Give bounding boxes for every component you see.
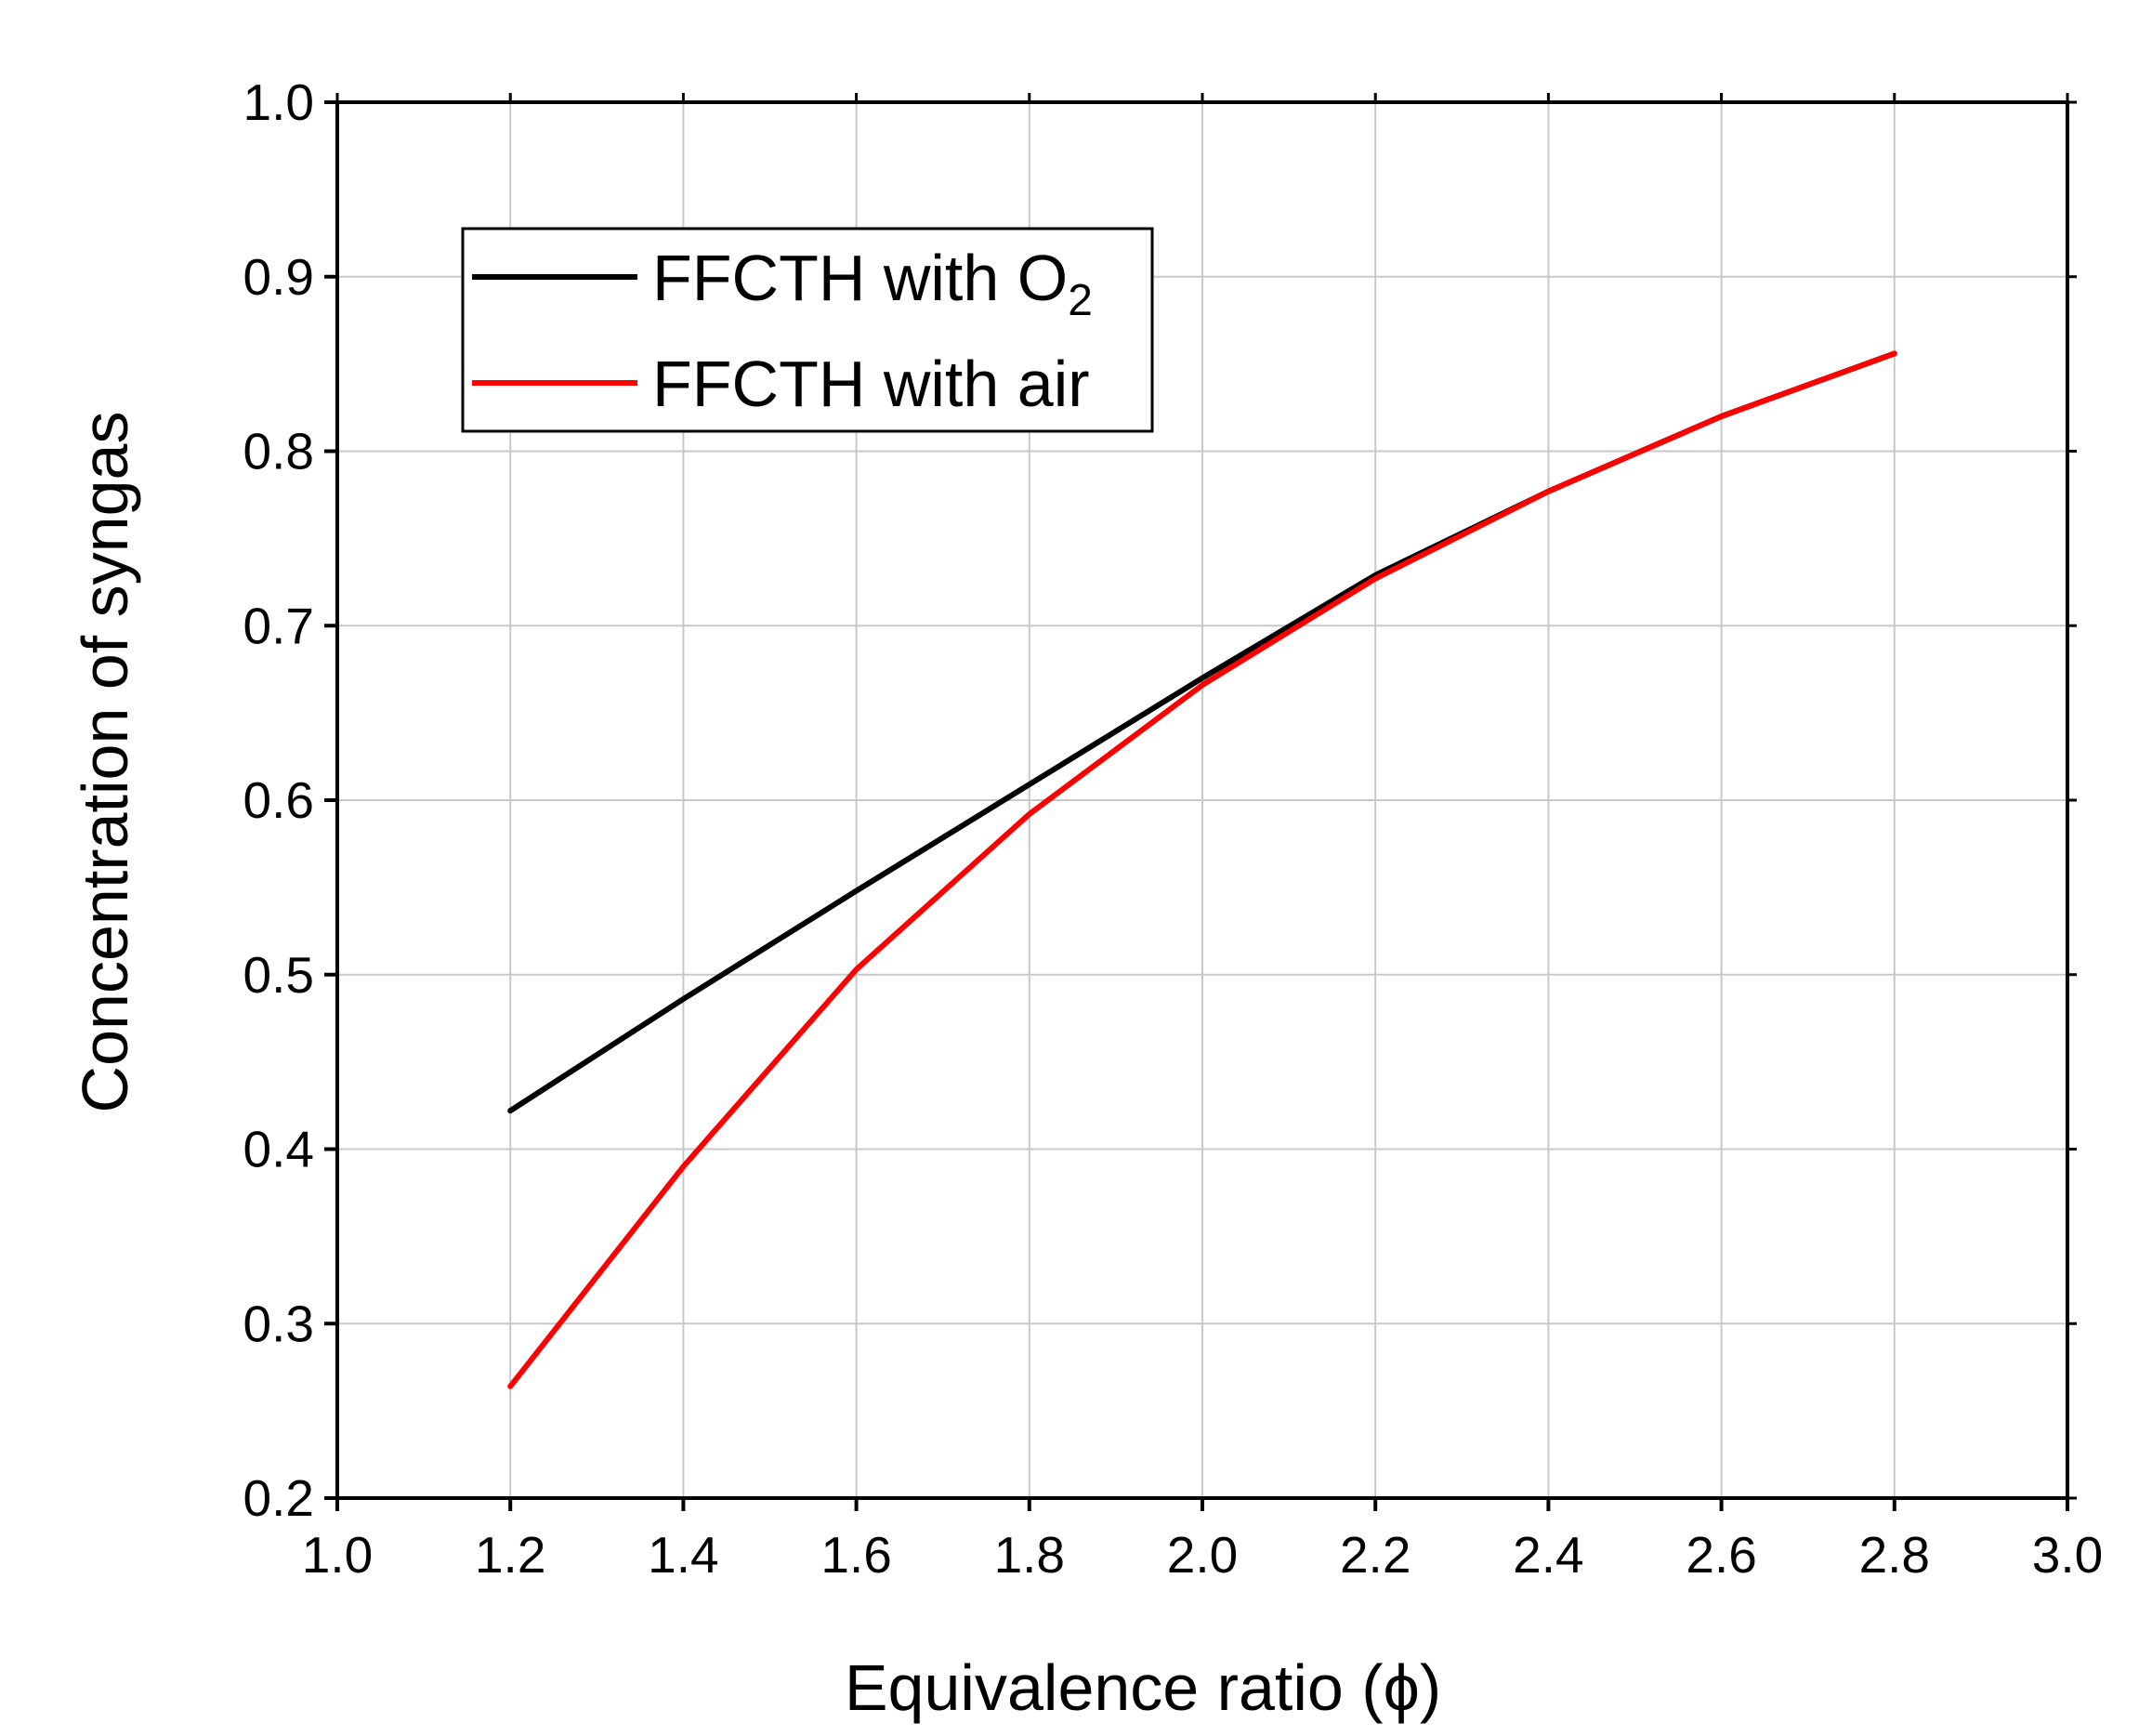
x-tick-label: 3.0	[2032, 1526, 2103, 1584]
y-tick-label: 0.4	[243, 1121, 314, 1178]
y-tick-label: 0.9	[243, 248, 314, 306]
x-tick-label: 1.0	[302, 1526, 373, 1584]
legend-label-o2: FFCTH with O2	[652, 242, 1093, 325]
x-tick-label: 1.6	[820, 1526, 891, 1584]
y-tick-label: 0.3	[243, 1295, 314, 1352]
x-tick-label: 2.4	[1513, 1526, 1583, 1584]
legend-box	[461, 227, 1154, 433]
y-tick-label: 0.2	[243, 1469, 314, 1527]
x-tick-label: 2.6	[1686, 1526, 1756, 1584]
series-lines	[507, 350, 1897, 1389]
x-tick-label: 1.4	[648, 1526, 718, 1584]
x-tick-label: 1.2	[475, 1526, 545, 1584]
x-tick-label: 2.8	[1859, 1526, 1930, 1584]
x-axis-title: Equivalence ratio (ϕ)	[845, 1651, 1441, 1724]
y-tick-label: 0.5	[243, 946, 314, 1004]
legend: FFCTH with O2 FFCTH with air	[461, 227, 1154, 433]
axis-ticks: 1.0 1.2 1.4 1.6 1.8 2.0 2.2 2.4 2.6 2.8 3.0 0.2 0.3 0…	[243, 73, 2104, 1584]
y-tick-label: 0.7	[243, 597, 314, 654]
y-tick-label: 0.6	[243, 771, 314, 829]
y-axis-title: Concentration of syngas	[69, 412, 141, 1113]
x-tick-label: 1.8	[994, 1526, 1065, 1584]
series-line-air	[507, 350, 1897, 1389]
legend-label-air: FFCTH with air	[652, 348, 1090, 420]
y-tick-label: 1.0	[243, 73, 314, 131]
x-tick-label: 2.2	[1340, 1526, 1411, 1584]
y-tick-label: 0.8	[243, 423, 314, 480]
x-tick-label: 2.0	[1167, 1526, 1238, 1584]
